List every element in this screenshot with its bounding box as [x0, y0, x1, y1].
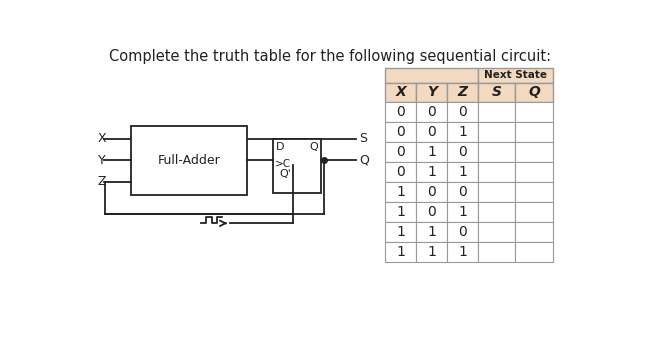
Text: 0: 0	[459, 185, 467, 199]
Text: Q: Q	[360, 154, 370, 167]
Bar	[447, 222, 478, 242]
Bar	[385, 122, 416, 142]
Bar	[478, 162, 515, 182]
Bar	[447, 122, 478, 142]
Bar	[416, 222, 447, 242]
Bar	[478, 102, 515, 122]
Text: S: S	[491, 85, 502, 100]
Text: Full-Adder: Full-Adder	[158, 154, 221, 167]
Bar	[385, 222, 416, 242]
Bar	[515, 142, 553, 162]
Text: >C: >C	[275, 159, 292, 169]
Bar	[385, 202, 416, 222]
Bar	[478, 222, 515, 242]
Bar	[447, 202, 478, 222]
Text: 1: 1	[427, 145, 436, 159]
Bar	[478, 83, 515, 102]
Bar	[447, 102, 478, 122]
Bar	[385, 68, 478, 83]
Bar	[385, 142, 416, 162]
Bar	[416, 202, 447, 222]
Bar	[515, 202, 553, 222]
Text: 1: 1	[458, 165, 467, 179]
Bar	[416, 102, 447, 122]
Bar	[447, 162, 478, 182]
Bar	[515, 162, 553, 182]
Text: 1: 1	[427, 245, 436, 259]
Bar	[515, 242, 553, 262]
Bar	[515, 222, 553, 242]
Text: S: S	[360, 132, 368, 145]
Bar	[478, 202, 515, 222]
Text: Next State: Next State	[484, 71, 547, 80]
Bar	[447, 182, 478, 202]
Text: Q': Q'	[279, 169, 291, 179]
Bar	[273, 139, 321, 192]
Bar	[416, 162, 447, 182]
Text: 1: 1	[427, 225, 436, 239]
Text: 1: 1	[396, 185, 405, 199]
Text: Y: Y	[97, 154, 105, 167]
Bar	[385, 242, 416, 262]
Text: 0: 0	[428, 104, 436, 119]
Bar	[515, 122, 553, 142]
Bar	[416, 142, 447, 162]
Bar	[416, 122, 447, 142]
Text: Q: Q	[309, 143, 318, 152]
Text: Complete the truth table for the following sequential circuit:: Complete the truth table for the followi…	[109, 49, 551, 64]
Bar	[416, 83, 447, 102]
Text: D: D	[276, 143, 284, 152]
Text: 0: 0	[428, 185, 436, 199]
Bar	[478, 182, 515, 202]
Bar	[131, 126, 247, 195]
Text: Q: Q	[528, 85, 540, 100]
Text: X: X	[97, 132, 106, 145]
Bar	[447, 142, 478, 162]
Text: 1: 1	[427, 165, 436, 179]
Bar	[478, 242, 515, 262]
Bar	[515, 102, 553, 122]
Text: 0: 0	[396, 125, 405, 139]
Text: Y: Y	[427, 85, 437, 100]
Text: 0: 0	[396, 104, 405, 119]
Bar	[447, 242, 478, 262]
Bar	[478, 68, 553, 83]
Text: 1: 1	[458, 205, 467, 219]
Bar	[447, 83, 478, 102]
Text: 0: 0	[396, 165, 405, 179]
Text: 0: 0	[428, 125, 436, 139]
Text: 1: 1	[396, 245, 405, 259]
Text: 1: 1	[396, 205, 405, 219]
Text: 1: 1	[396, 225, 405, 239]
Text: Z: Z	[458, 85, 468, 100]
Bar	[478, 122, 515, 142]
Text: 0: 0	[428, 205, 436, 219]
Bar	[385, 83, 416, 102]
Text: 0: 0	[459, 145, 467, 159]
Text: 0: 0	[459, 104, 467, 119]
Bar	[515, 182, 553, 202]
Text: 1: 1	[458, 125, 467, 139]
Bar	[416, 242, 447, 262]
Text: X: X	[395, 85, 406, 100]
Bar	[478, 142, 515, 162]
Bar	[515, 83, 553, 102]
Bar	[385, 162, 416, 182]
Text: Z: Z	[97, 175, 106, 188]
Bar	[385, 102, 416, 122]
Text: 0: 0	[459, 225, 467, 239]
Bar	[385, 182, 416, 202]
Text: 1: 1	[458, 245, 467, 259]
Bar	[416, 182, 447, 202]
Text: 0: 0	[396, 145, 405, 159]
